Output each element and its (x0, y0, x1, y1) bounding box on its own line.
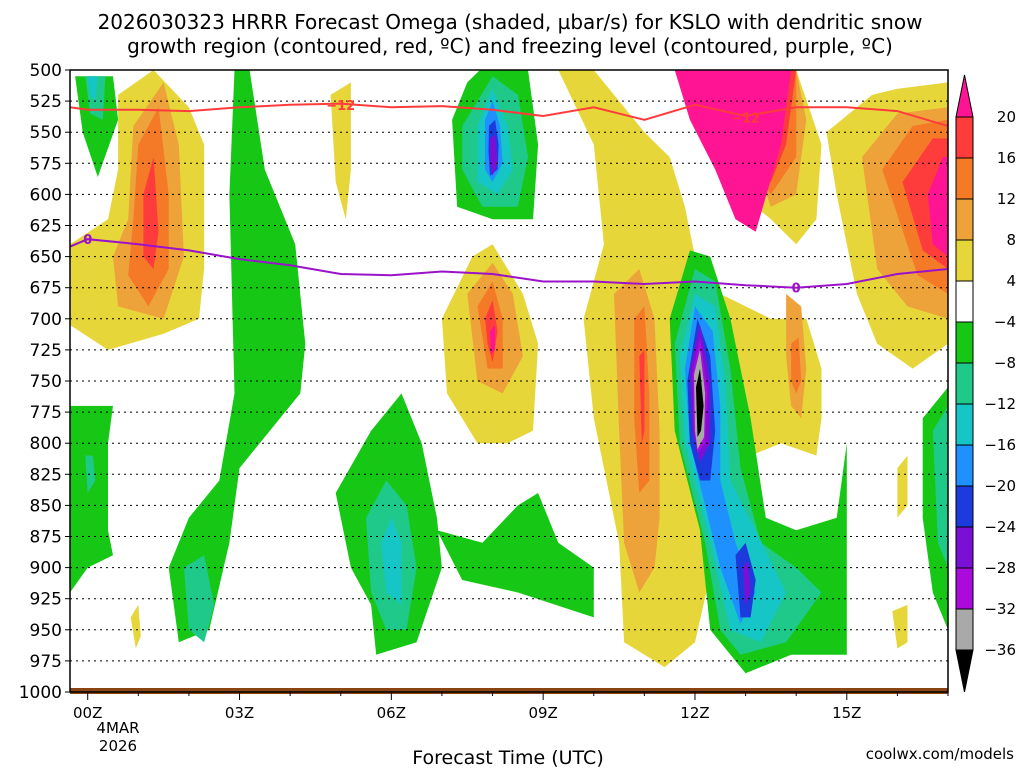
y-tick-label-650: 650 (30, 248, 62, 268)
y-tick-label-775: 775 (30, 403, 62, 423)
omega-region-59 (892, 604, 908, 649)
y-tick-label-1000: 1000 (19, 683, 62, 703)
colorbar-swatch-5 (955, 280, 974, 323)
y-tick-label-825: 825 (30, 465, 62, 485)
colorbar-swatch-12 (955, 567, 974, 610)
omega-region-15 (436, 493, 594, 618)
omega-region-8 (183, 555, 215, 643)
omega-region-58 (897, 455, 908, 518)
colorbar-label-7: −12 (984, 395, 1016, 413)
y-tick-label-700: 700 (30, 310, 62, 330)
colorbar-swatch-11 (955, 526, 974, 569)
y-tick-label-500: 500 (30, 61, 62, 81)
x-tick-label-15Z: 15Z (832, 704, 861, 722)
y-tick-label-800: 800 (30, 434, 62, 454)
x-tick-label-12Z: 12Z (680, 704, 709, 722)
contour-label-1-0: 0 (83, 233, 92, 248)
colorbar-swatch-6 (955, 321, 974, 364)
colorbar-swatch-1 (955, 116, 974, 159)
colorbar-label-8: −16 (984, 436, 1016, 454)
y-tick-label-925: 925 (30, 590, 62, 610)
y-tick-label-875: 875 (30, 528, 62, 548)
omega-region-7 (168, 70, 306, 643)
y-tick-label-550: 550 (30, 123, 62, 143)
title-line-2: growth region (contoured, red, ºC) and f… (127, 34, 893, 58)
omega-region-17 (381, 517, 402, 605)
y-tick-label-675: 675 (30, 279, 62, 299)
x-tick-label-06Z: 06Z (377, 704, 406, 722)
y-tick-label-900: 900 (30, 559, 62, 579)
omega-region-2 (87, 76, 98, 102)
colorbar-label-1: 16 (997, 149, 1016, 167)
date-label-year: 2026 (99, 737, 137, 755)
colorbar-swatch-4 (955, 239, 974, 282)
ground-level-band (70, 688, 948, 694)
colorbar-label-13: −36 (984, 641, 1016, 659)
omega-region-57 (932, 405, 948, 568)
contour-line-0 (70, 102, 948, 127)
omega-region-12 (130, 604, 141, 649)
y-axis: 500 525 550 575 600 625 650 675 700 725 750 775 800 8… (19, 61, 70, 703)
colorbar-bottom-arrow (955, 649, 974, 693)
colorbar-swatch-13 (955, 608, 974, 651)
colorbar-label-12: −32 (984, 600, 1016, 618)
colorbar-label-2: 12 (997, 190, 1016, 208)
omega-region-11 (85, 455, 96, 493)
credit-text: coolwx.com/models (866, 745, 1014, 763)
omega-region-55 (696, 368, 704, 437)
title-line-1: 2026030323 HRRR Forecast Omega (shaded, … (98, 10, 923, 34)
x-tick-label-00Z: 00Z (73, 704, 102, 722)
x-axis-label: Forecast Time (UTC) (412, 747, 603, 768)
colorbar-swatch-9 (955, 444, 974, 487)
colorbar-swatch-8 (955, 403, 974, 446)
y-tick-label-725: 725 (30, 341, 62, 361)
y-tick-label-600: 600 (30, 185, 62, 205)
colorbar-label-0: 20 (997, 108, 1016, 126)
contour-label-0-0: −12 (326, 99, 355, 114)
omega-region-35 (927, 157, 948, 257)
colorbar-swatch-10 (955, 485, 974, 528)
omega-region-44 (791, 337, 802, 394)
x-tick-label-03Z: 03Z (225, 704, 254, 722)
date-label-day: 4MAR (96, 719, 139, 737)
chart-title: 2026030323 HRRR Forecast Omega (shaded, … (98, 10, 923, 58)
contour-label-0-1: −12 (731, 111, 760, 126)
omega-region-22 (490, 325, 496, 354)
colorbar-label-11: −28 (984, 559, 1016, 577)
omega-shading (70, 70, 948, 674)
omega-region-13 (330, 82, 351, 220)
omega-region-6 (143, 157, 159, 269)
x-tick-label-09Z: 09Z (528, 704, 557, 722)
colorbar-label-9: −20 (984, 477, 1016, 495)
y-tick-label-975: 975 (30, 652, 62, 672)
colorbar-label-5: −4 (994, 313, 1016, 331)
colorbar-label-4: 4 (1006, 272, 1016, 290)
y-tick-label-950: 950 (30, 621, 62, 641)
colorbar-swatch-7 (955, 362, 974, 405)
y-tick-label-850: 850 (30, 496, 62, 516)
contour-label-1-1: 0 (792, 282, 801, 297)
colorbar-label-10: −24 (984, 518, 1016, 536)
omega-region-28 (490, 134, 498, 176)
omega-region-52 (743, 561, 751, 605)
y-tick-label-750: 750 (30, 372, 62, 392)
y-tick-label-625: 625 (30, 217, 62, 237)
contour-line-1 (70, 238, 948, 289)
colorbar-top-arrow (955, 74, 974, 118)
y-tick-label-575: 575 (30, 154, 62, 174)
x-axis: 00Z 03Z 06Z 09Z 12Z 15Z (73, 692, 949, 722)
omega-region-39 (674, 70, 792, 232)
colorbar: 20 16 12 8 4 −4 −8 −12 −16 −20 −24 −28 −32 −36 (955, 74, 1016, 693)
colorbar-swatch-2 (955, 157, 974, 200)
y-tick-label-525: 525 (30, 92, 62, 112)
omega-region-42 (639, 349, 645, 444)
colorbar-label-6: −8 (994, 354, 1016, 372)
colorbar-swatch-3 (955, 198, 974, 241)
colorbar-label-3: 8 (1006, 231, 1016, 249)
contour-lines: −12 −12 0 0 (70, 99, 948, 297)
